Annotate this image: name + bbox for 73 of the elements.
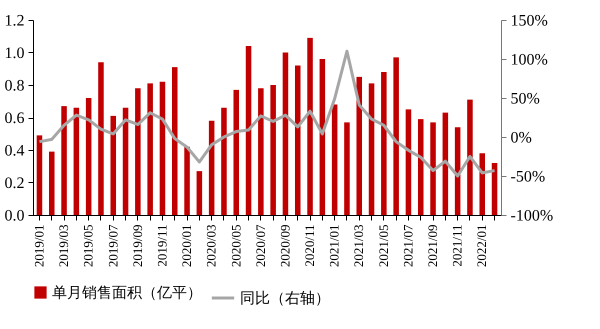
x-tick-label: 2019/01 [31,224,46,268]
bar [233,90,240,215]
legend-label: 单月销售面积（亿平） [52,284,202,302]
bar [344,122,350,215]
x-tick-label: 2019/11 [154,224,170,267]
bar [454,127,460,215]
bar [196,171,202,215]
y2-tick-label: 150% [510,12,548,30]
x-tick-label: 2019/05 [80,224,96,268]
bar [184,146,190,215]
bar [270,85,276,215]
y-tick-label: 0.8 [4,78,24,94]
y2-tick-label: 100% [510,52,548,68]
x-tick-label: 2021/11 [450,224,465,267]
bar [48,152,55,215]
x-tick-label: 2021/09 [425,224,440,268]
bar [492,163,498,215]
y-tick-label: 0.6 [4,110,24,127]
bar [61,106,67,215]
bar [381,72,387,215]
bar [147,83,153,215]
x-tick-label: 2019/03 [56,224,72,268]
bar [86,98,92,215]
bar [98,62,104,215]
x-tick-label: 2021/01 [326,224,342,268]
x-tick-label: 2021/07 [400,224,416,268]
bar [122,108,128,215]
bar [479,153,486,215]
y-tick-label: 1.0 [4,45,24,62]
y-tick-label: 1.2 [4,12,24,30]
bar [467,100,473,215]
x-tick-label: 2020/01 [179,224,194,268]
bar [320,59,326,215]
y-tick-label: 0.4 [4,142,24,160]
legend-label: 同比（右轴） [240,290,330,307]
y-tick-label: 0.2 [4,175,24,192]
bar [160,82,166,215]
y2-tick-label: 0% [510,130,532,146]
bar [307,38,313,215]
bar [332,104,338,215]
x-tick-label: 2020/03 [204,224,219,268]
x-tick-label: 2021/05 [376,224,391,268]
bar [430,122,436,215]
y2-tick-label: -50% [510,168,546,186]
bar [221,108,227,215]
y-tick-label: 0.0 [4,208,24,224]
x-tick-label: 2019/07 [105,224,120,268]
x-tick-label: 2020/05 [228,224,244,268]
x-tick-label: 2020/11 [302,224,318,267]
bar [135,88,141,215]
bar [356,76,362,215]
x-tick-label: 2022/01 [474,224,490,268]
bar [418,119,424,215]
bar [294,66,301,215]
bar [74,108,80,215]
bar [368,83,374,215]
y2-tick-label: -100% [510,208,554,224]
bar [246,46,252,215]
bar [406,109,412,215]
bar [258,88,264,215]
y2-tick-label: 50% [510,90,540,108]
x-tick-label: 2020/07 [252,224,268,268]
x-tick-label: 2019/09 [130,224,145,268]
x-tick-label: 2020/09 [277,224,292,268]
bar [172,67,178,215]
line-series [38,50,496,178]
bar [208,120,214,215]
x-tick-label: 2021/03 [351,224,366,268]
bar [442,112,448,215]
bar [393,57,399,215]
bar [110,116,116,215]
bar [282,52,288,215]
bar [36,135,42,215]
